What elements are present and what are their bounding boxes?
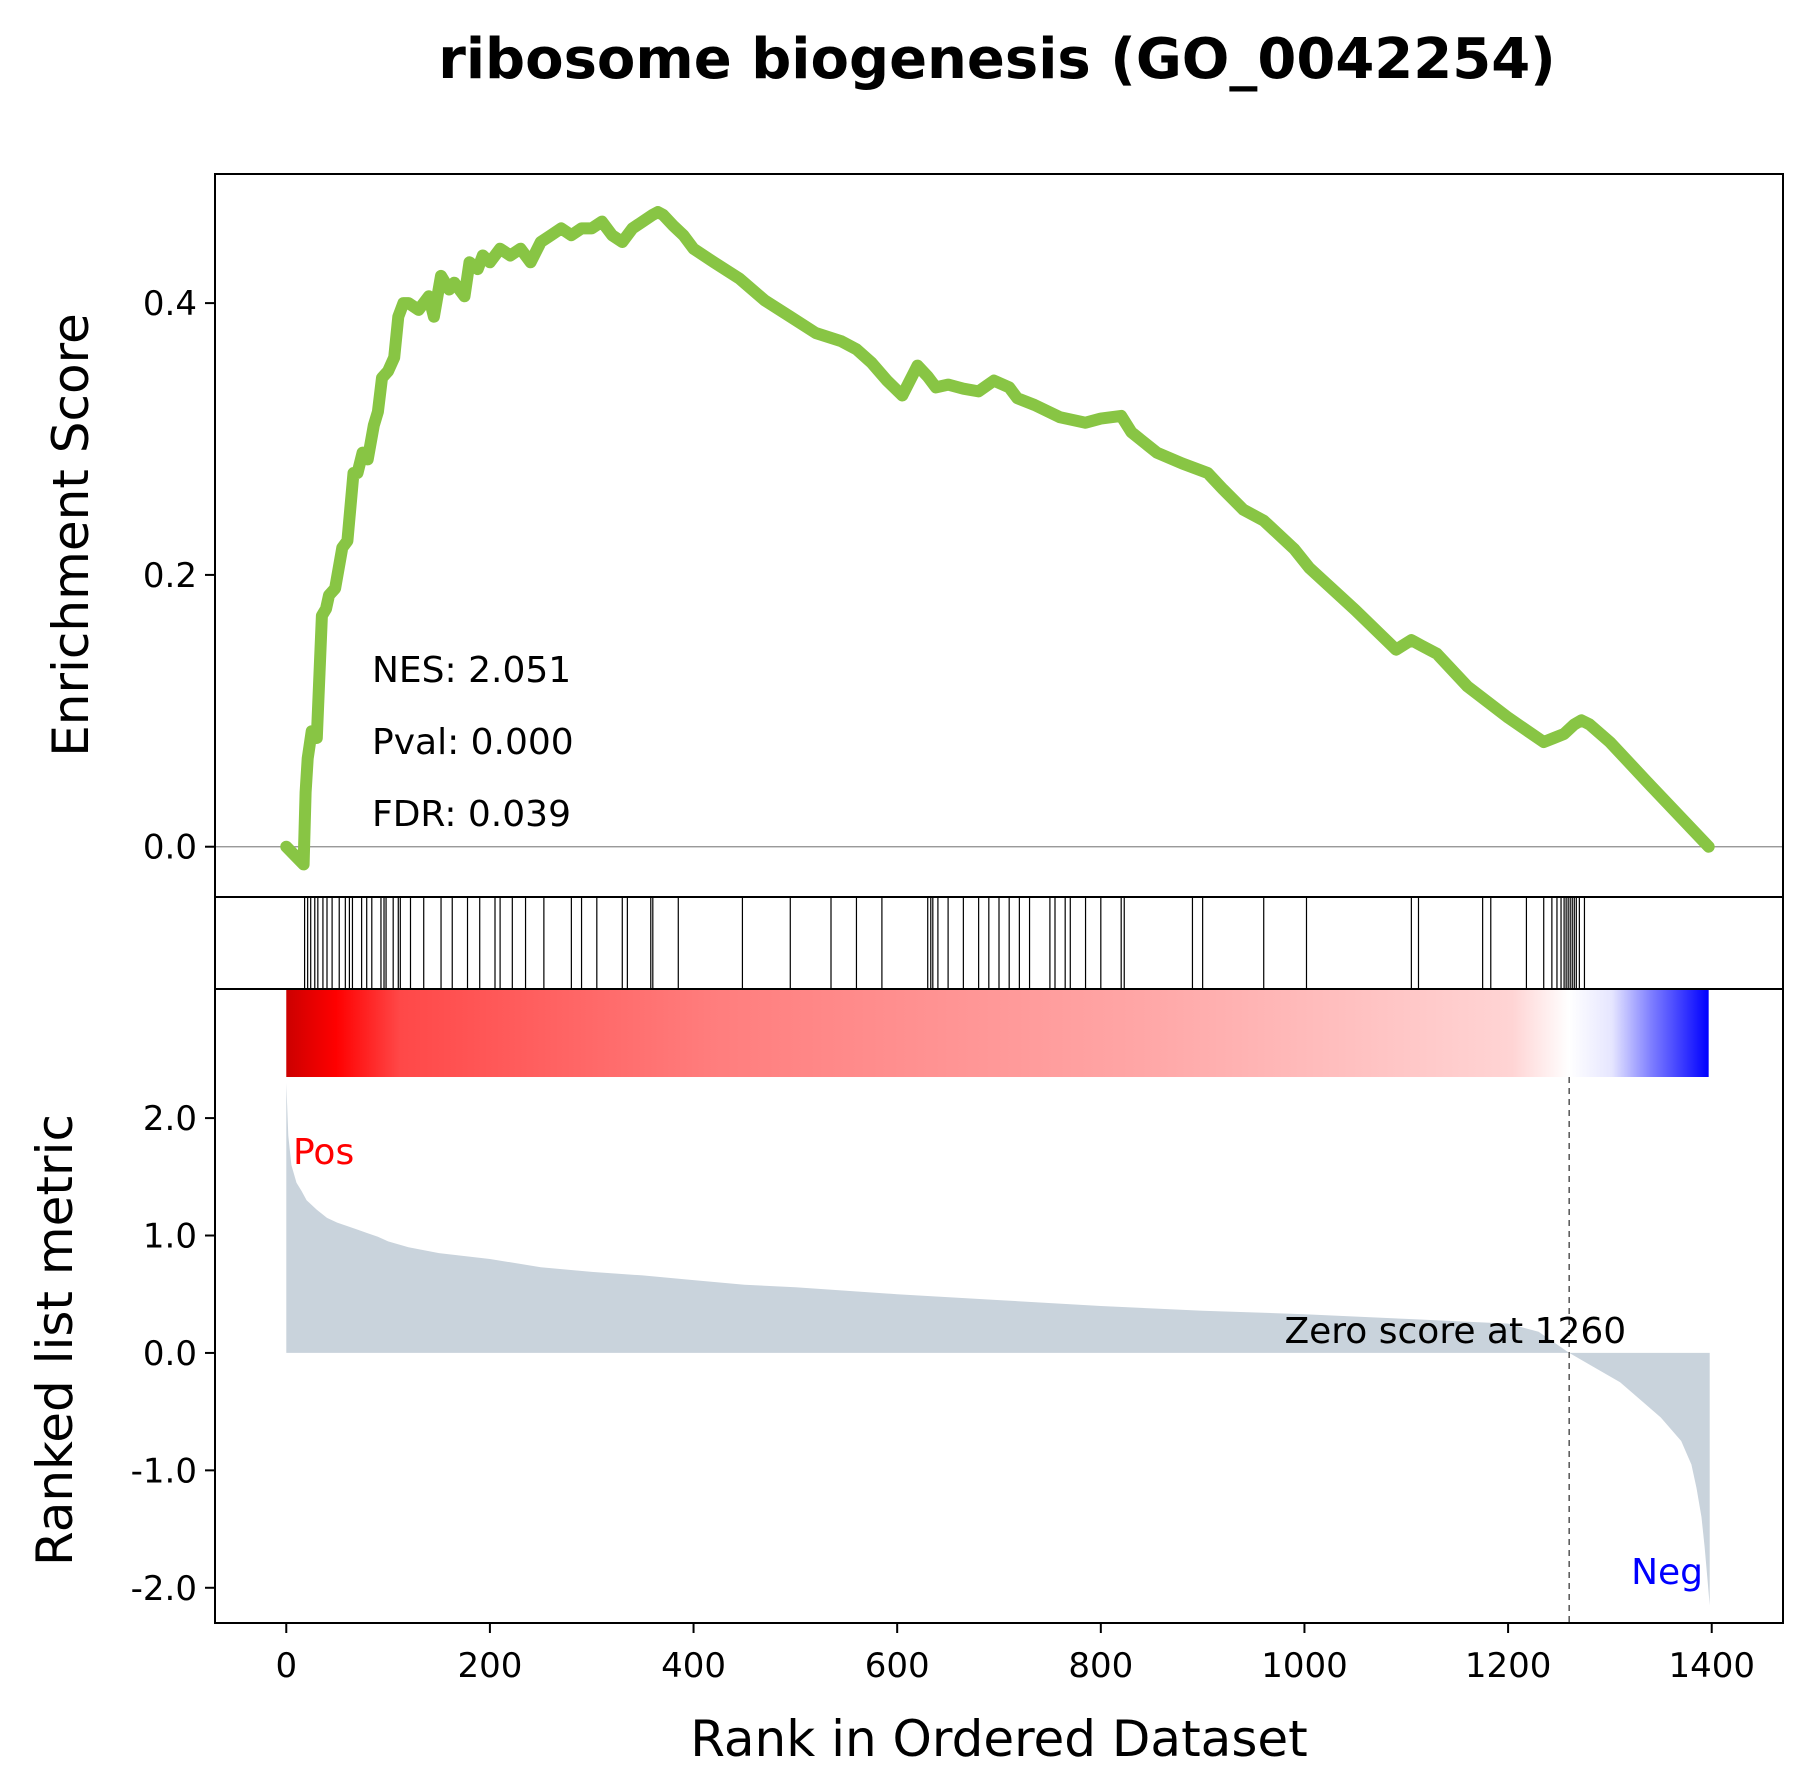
ranked-y-tick-label: 1.0	[143, 1217, 197, 1257]
enrichment-panel: 0.0 0.2 0.4 NES: 2.051 Pval: 0.000 FDR: 0.…	[42, 173, 1784, 898]
ranked-y-tick-label: -2.0	[131, 1569, 197, 1609]
enrichment-y-tick-label: 0.2	[143, 556, 197, 596]
x-tick-label: 1200	[1465, 1646, 1552, 1686]
x-axis-ticks: 0 200 400 600 800 1000 1200 1400	[275, 1623, 1755, 1686]
ranked-y-tick-label: 0.0	[143, 1334, 197, 1374]
x-tick-label: 400	[661, 1646, 726, 1686]
chart-title: ribosome biogenesis (GO_0042254)	[438, 27, 1556, 92]
x-tick-label: 1000	[1261, 1646, 1348, 1686]
x-axis-label: Rank in Ordered Dataset	[690, 1710, 1307, 1768]
x-tick-label: 600	[865, 1646, 930, 1686]
ranked-metric-area	[286, 1082, 1710, 1606]
ranked-y-tick-label: -1.0	[131, 1451, 197, 1491]
neg-label: Neg	[1631, 1552, 1703, 1593]
x-tick-label: 200	[457, 1646, 522, 1686]
zero-score-label: Zero score at 1260	[1284, 1311, 1626, 1352]
enrichment-y-ticks: 0.0 0.2 0.4	[143, 284, 215, 868]
enrichment-y-tick-label: 0.4	[143, 284, 197, 324]
nes-stat: NES: 2.051	[372, 650, 571, 691]
x-tick-label: 800	[1068, 1646, 1133, 1686]
ranked-y-tick-label: 2.0	[143, 1099, 197, 1139]
rank-heatmap-bar	[286, 989, 1709, 1077]
ranked-metric-panel: Zero score at 1260 Pos Neg 2.0 1.0 0.0 -1.0…	[26, 988, 1784, 1624]
enrichment-y-label: Enrichment Score	[42, 313, 100, 757]
x-tick-label: 1400	[1668, 1646, 1755, 1686]
fdr-stat: FDR: 0.039	[372, 794, 571, 835]
x-tick-label: 0	[275, 1646, 297, 1686]
enrichment-y-tick-label: 0.0	[143, 828, 197, 868]
pos-label: Pos	[293, 1132, 354, 1173]
ranked-y-ticks: 2.0 1.0 0.0 -1.0 -2.0	[131, 1099, 215, 1609]
hits-panel	[214, 896, 1784, 990]
pval-stat: Pval: 0.000	[372, 722, 574, 763]
ranked-frame	[214, 988, 1784, 1624]
ranked-y-label: Ranked list metric	[26, 1114, 84, 1566]
enrichment-score-line	[280, 206, 1715, 871]
gene-hit-lines	[304, 897, 1586, 989]
